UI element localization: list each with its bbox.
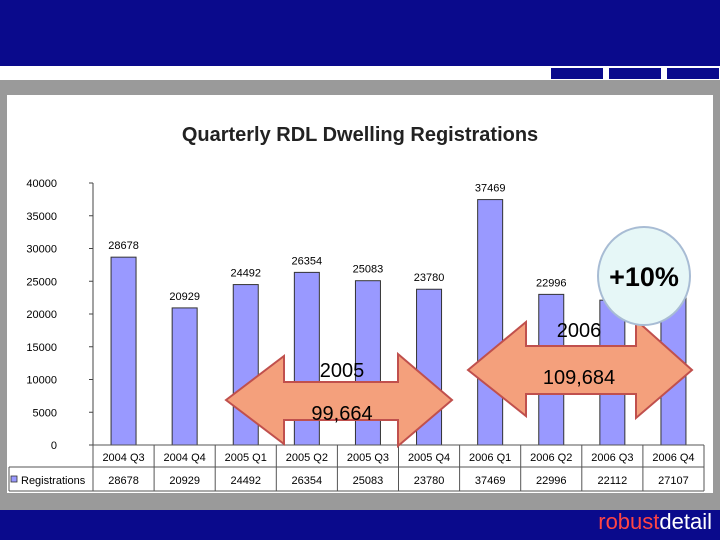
x-tick-label: 2005 Q4 — [408, 452, 450, 464]
table-value: 23780 — [414, 475, 445, 487]
bar-chart: Quarterly RDL Dwelling Registrations 0 500… — [8, 124, 705, 492]
table-value: 26354 — [292, 475, 323, 487]
x-tick-label: 2005 Q2 — [286, 452, 328, 464]
data-label: 22996 — [536, 277, 567, 289]
x-tick-label: 2006 Q2 — [530, 452, 572, 464]
x-tick-label: 2005 Q3 — [347, 452, 389, 464]
header-strip — [0, 66, 720, 80]
growth-label: +10% — [609, 262, 679, 292]
chart-panel: Quarterly RDL Dwelling Registrations 0 500… — [7, 95, 713, 493]
title-bar — [0, 0, 720, 66]
data-label: 37469 — [475, 183, 506, 195]
x-tick-label: 2006 Q4 — [652, 452, 694, 464]
table-value: 20929 — [169, 475, 200, 487]
table-value: 24492 — [230, 475, 261, 487]
data-label: 26354 — [292, 255, 323, 267]
x-tick-label: 2006 Q3 — [591, 452, 633, 464]
legend-swatch — [10, 475, 18, 483]
x-tick-label: 2005 Q1 — [225, 452, 267, 464]
x-tick-label: 2006 Q1 — [469, 452, 511, 464]
y-tick-label: 30000 — [26, 244, 57, 256]
data-label: 24492 — [230, 268, 261, 280]
x-tick-label: 2004 Q3 — [102, 452, 144, 464]
footer-bar — [0, 510, 720, 540]
y-tick-label: 35000 — [26, 211, 57, 223]
arrow-2005-year: 2005 — [319, 360, 365, 382]
table-value: 27107 — [658, 475, 689, 487]
bar — [477, 199, 504, 446]
y-tick-label: 20000 — [26, 309, 57, 321]
table-value: 22996 — [536, 475, 567, 487]
arrow-2005-total: 99,664 — [311, 403, 373, 425]
brand-part2: detail — [659, 509, 712, 534]
bar — [171, 307, 198, 446]
table-value: 28678 — [108, 475, 139, 487]
data-label: 20929 — [169, 291, 200, 303]
table-value: 25083 — [353, 475, 384, 487]
bar — [110, 256, 137, 446]
y-tick-label: 25000 — [26, 276, 57, 288]
y-tick-label: 0 — [51, 440, 57, 452]
arrow-2006 — [466, 317, 694, 421]
chart-title: Quarterly RDL Dwelling Registrations — [182, 124, 538, 146]
header-strip-box — [667, 68, 719, 79]
y-tick-label: 40000 — [26, 178, 57, 190]
table-value: 22112 — [597, 475, 627, 487]
brand-logo: robustdetail — [598, 509, 712, 535]
arrow-2006-total: 109,684 — [542, 367, 616, 389]
y-tick-label: 5000 — [33, 407, 57, 419]
legend-label: Registrations — [21, 475, 86, 487]
y-tick-label: 15000 — [26, 342, 57, 354]
table-value: 37469 — [475, 475, 506, 487]
arrow-2006-year: 2006 — [556, 320, 602, 342]
header-strip-box — [609, 68, 661, 79]
header-strip-box — [551, 68, 603, 79]
growth-badge: +10% — [597, 226, 691, 326]
arrow-2005 — [224, 351, 454, 449]
brand-part1: robust — [598, 509, 660, 534]
data-label: 25083 — [353, 264, 384, 276]
y-tick-label: 10000 — [26, 375, 57, 387]
data-label: 23780 — [414, 272, 445, 284]
data-label: 28678 — [108, 240, 139, 252]
x-tick-label: 2004 Q4 — [164, 452, 206, 464]
